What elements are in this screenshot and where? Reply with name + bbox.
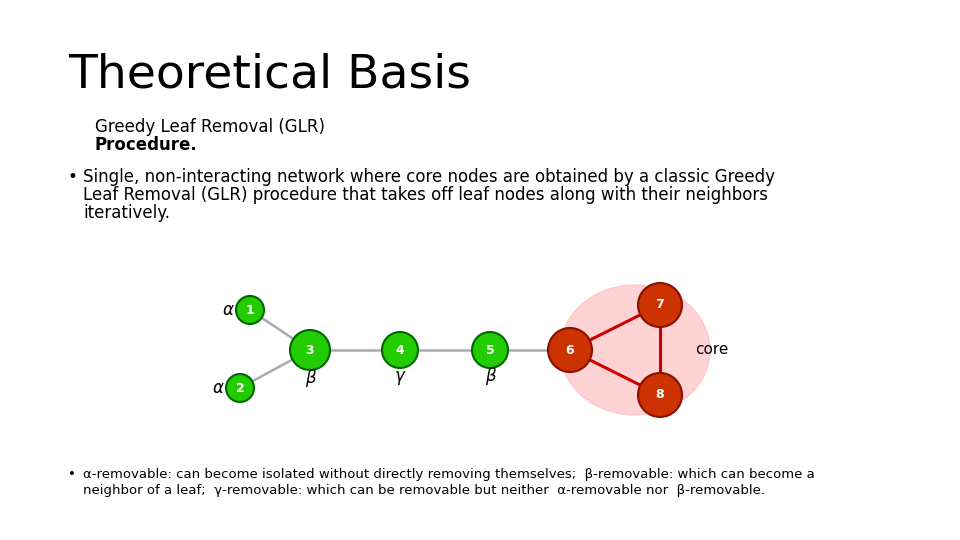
Circle shape — [472, 332, 508, 368]
Text: 7: 7 — [656, 299, 664, 312]
Text: iteratively.: iteratively. — [83, 204, 170, 222]
Text: 4: 4 — [396, 343, 404, 356]
Text: Single, non-interacting network where core nodes are obtained by a classic Greed: Single, non-interacting network where co… — [83, 168, 775, 186]
Text: 8: 8 — [656, 388, 664, 402]
Circle shape — [382, 332, 418, 368]
Circle shape — [638, 283, 682, 327]
Text: 6: 6 — [565, 343, 574, 356]
Text: Procedure.: Procedure. — [95, 136, 198, 154]
Text: neighbor of a leaf;  γ-removable: which can be removable but neither  α-removabl: neighbor of a leaf; γ-removable: which c… — [83, 484, 765, 497]
Ellipse shape — [560, 285, 710, 415]
Text: 2: 2 — [235, 381, 245, 395]
Text: •: • — [68, 468, 76, 481]
Text: α: α — [223, 301, 233, 319]
Circle shape — [548, 328, 592, 372]
Circle shape — [290, 330, 330, 370]
Text: core: core — [695, 342, 729, 357]
Circle shape — [638, 373, 682, 417]
Text: β: β — [485, 367, 495, 385]
Text: γ: γ — [396, 367, 405, 385]
Text: Leaf Removal (GLR) procedure that takes off leaf nodes along with their neighbor: Leaf Removal (GLR) procedure that takes … — [83, 186, 768, 204]
Text: α-removable: can become isolated without directly removing themselves;  β-remova: α-removable: can become isolated without… — [83, 468, 815, 481]
Circle shape — [226, 374, 254, 402]
Text: •: • — [68, 168, 78, 186]
Text: Theoretical Basis: Theoretical Basis — [68, 52, 470, 97]
Text: 1: 1 — [246, 303, 254, 316]
Text: 5: 5 — [486, 343, 494, 356]
Circle shape — [236, 296, 264, 324]
Text: α: α — [212, 379, 224, 397]
Text: β: β — [304, 369, 315, 387]
Text: 3: 3 — [305, 343, 314, 356]
Text: Greedy Leaf Removal (GLR): Greedy Leaf Removal (GLR) — [95, 118, 325, 136]
